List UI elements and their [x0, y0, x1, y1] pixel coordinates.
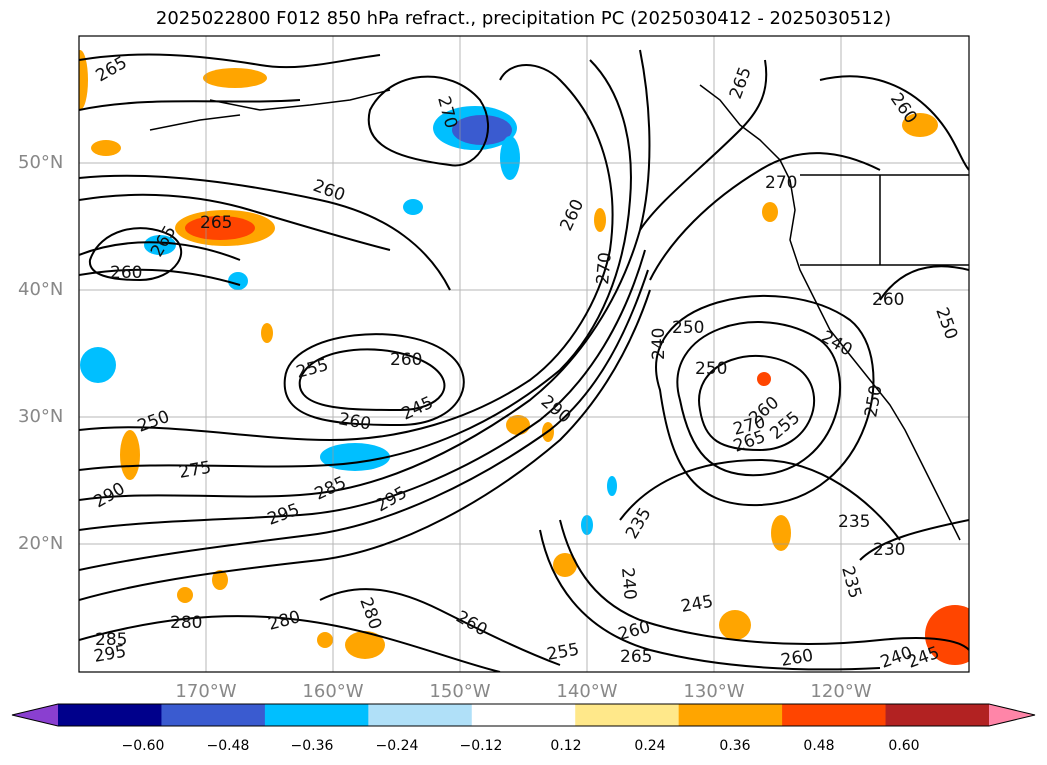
- colorbar-tick-label: 0.12: [550, 738, 582, 754]
- precip-shading: [79, 50, 969, 665]
- lat-label: 50°N: [18, 152, 64, 173]
- colorbar-tick-label: 0.60: [888, 738, 920, 754]
- colorbar-outline: [11, 703, 1036, 727]
- colorbar-tick-label: −0.36: [290, 738, 334, 754]
- colorbar-segment: [161, 704, 266, 726]
- lon-label: 160°W: [302, 681, 364, 702]
- colorbar-tick-label: 0.48: [803, 738, 835, 754]
- contour-label: 235: [838, 512, 870, 532]
- graticule: [79, 36, 969, 672]
- contour-label: 270: [765, 173, 797, 193]
- lat-label: 40°N: [18, 279, 64, 300]
- contour-label: 280: [170, 613, 202, 633]
- colorbar: [11, 703, 1036, 727]
- contour-label: 240: [617, 567, 640, 601]
- colorbar-segment: [58, 704, 162, 726]
- colorbar-segment: [678, 704, 783, 726]
- contour-label: 250: [672, 318, 704, 338]
- contour-label: 260: [110, 263, 142, 283]
- lon-label: 140°W: [556, 681, 618, 702]
- map-background: [79, 36, 969, 672]
- coastlines: [149, 84, 969, 541]
- contour-label: 285: [95, 630, 127, 650]
- contour-label: 265: [620, 647, 652, 667]
- colorbar-extend-min: [12, 704, 58, 726]
- colorbar-tick-label: 0.36: [719, 738, 751, 754]
- lon-label: 120°W: [810, 681, 872, 702]
- map-layers: [79, 36, 969, 672]
- colorbar-tick-label: 0.24: [634, 738, 666, 754]
- contour-label: 260: [872, 290, 904, 310]
- colorbar-tick-label: −0.12: [459, 738, 503, 754]
- colorbar-tick-label: −0.24: [375, 738, 419, 754]
- contour-label: 260: [390, 350, 422, 370]
- contour-label: 240: [649, 328, 669, 360]
- colorbar-segment: [885, 704, 990, 726]
- map-title: 2025022800 F012 850 hPa refract., precip…: [155, 8, 892, 29]
- colorbar-segment: [782, 704, 887, 726]
- colorbar-segment: [471, 704, 576, 726]
- contour-label: 230: [873, 540, 905, 560]
- colorbar-tick-label: −0.48: [206, 738, 250, 754]
- colorbar-extend-max: [989, 704, 1035, 726]
- colorbar-segment: [264, 704, 369, 726]
- colorbar-segment: [368, 704, 473, 726]
- lat-label: 20°N: [18, 533, 64, 554]
- contour-label: 270: [593, 251, 616, 285]
- contour-label: 250: [695, 359, 727, 379]
- lon-label: 150°W: [429, 681, 491, 702]
- refractivity-contours: [79, 49, 969, 672]
- contour-label: 265: [200, 213, 232, 233]
- lon-label: 130°W: [683, 681, 745, 702]
- colorbar-segment: [575, 704, 680, 726]
- colorbar-tick-label: −0.60: [121, 738, 165, 754]
- lon-label: 170°W: [175, 681, 237, 702]
- map-frame: [78, 35, 970, 673]
- lat-label: 30°N: [18, 406, 64, 427]
